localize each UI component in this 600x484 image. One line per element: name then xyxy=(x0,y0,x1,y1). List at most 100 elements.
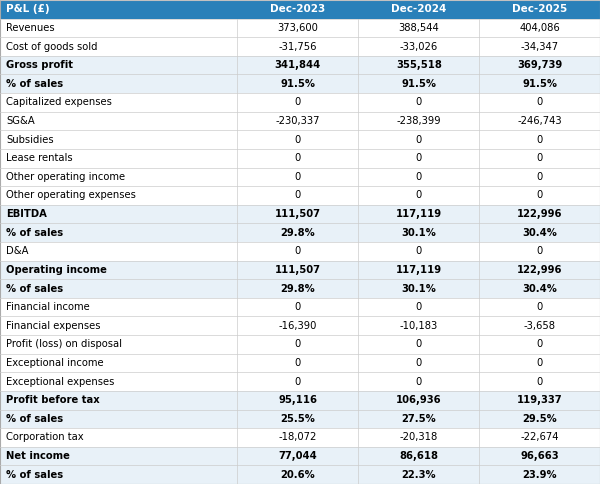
Bar xyxy=(237,298,358,317)
Text: SG&A: SG&A xyxy=(6,116,35,126)
Bar xyxy=(479,242,600,260)
Bar xyxy=(0,186,237,205)
Bar xyxy=(0,466,237,484)
Bar xyxy=(0,428,237,447)
Text: Profit (loss) on disposal: Profit (loss) on disposal xyxy=(6,339,122,349)
Text: 22.3%: 22.3% xyxy=(401,469,436,480)
Text: 0: 0 xyxy=(536,339,543,349)
Text: 27.5%: 27.5% xyxy=(401,414,436,424)
Text: 23.9%: 23.9% xyxy=(523,469,557,480)
Bar xyxy=(358,354,479,372)
Bar xyxy=(0,56,237,75)
Bar xyxy=(479,428,600,447)
Bar xyxy=(237,354,358,372)
Text: -238,399: -238,399 xyxy=(397,116,441,126)
Text: 0: 0 xyxy=(416,377,422,387)
Text: Net income: Net income xyxy=(6,451,70,461)
Text: 0: 0 xyxy=(295,135,301,145)
Bar xyxy=(0,37,237,56)
Bar xyxy=(237,75,358,93)
Bar xyxy=(0,205,237,224)
Text: Subsidies: Subsidies xyxy=(6,135,53,145)
Bar xyxy=(237,149,358,167)
Text: 0: 0 xyxy=(295,97,301,107)
Bar xyxy=(479,186,600,205)
Text: 0: 0 xyxy=(536,153,543,163)
Text: Financial expenses: Financial expenses xyxy=(6,321,101,331)
Text: Gross profit: Gross profit xyxy=(6,60,73,70)
Bar xyxy=(479,372,600,391)
Bar xyxy=(0,391,237,409)
Text: -22,674: -22,674 xyxy=(520,433,559,442)
Text: 0: 0 xyxy=(416,135,422,145)
Text: 0: 0 xyxy=(295,302,301,312)
Bar xyxy=(358,0,479,18)
Text: -230,337: -230,337 xyxy=(275,116,320,126)
Bar xyxy=(0,0,237,18)
Text: 91.5%: 91.5% xyxy=(280,79,315,89)
Text: 0: 0 xyxy=(536,191,543,200)
Bar xyxy=(0,354,237,372)
Text: 0: 0 xyxy=(416,246,422,257)
Text: 30.4%: 30.4% xyxy=(522,284,557,293)
Bar xyxy=(0,18,237,37)
Text: 0: 0 xyxy=(295,172,301,182)
Bar xyxy=(0,317,237,335)
Text: % of sales: % of sales xyxy=(6,284,63,293)
Text: -18,072: -18,072 xyxy=(278,433,317,442)
Text: -16,390: -16,390 xyxy=(278,321,317,331)
Bar xyxy=(358,279,479,298)
Text: 0: 0 xyxy=(416,302,422,312)
Text: 0: 0 xyxy=(536,135,543,145)
Text: % of sales: % of sales xyxy=(6,469,63,480)
Text: 373,600: 373,600 xyxy=(277,23,318,33)
Text: -33,026: -33,026 xyxy=(400,42,438,51)
Bar xyxy=(237,56,358,75)
Text: 77,044: 77,044 xyxy=(278,451,317,461)
Bar xyxy=(0,279,237,298)
Text: 0: 0 xyxy=(416,97,422,107)
Bar xyxy=(479,18,600,37)
Bar xyxy=(237,112,358,130)
Bar xyxy=(479,37,600,56)
Bar xyxy=(479,335,600,354)
Text: Other operating expenses: Other operating expenses xyxy=(6,191,136,200)
Bar xyxy=(237,447,358,466)
Bar xyxy=(237,372,358,391)
Bar xyxy=(358,298,479,317)
Bar xyxy=(479,409,600,428)
Bar xyxy=(479,279,600,298)
Bar xyxy=(237,167,358,186)
Bar xyxy=(237,409,358,428)
Text: Cost of goods sold: Cost of goods sold xyxy=(6,42,97,51)
Bar xyxy=(479,112,600,130)
Bar xyxy=(358,391,479,409)
Bar xyxy=(358,149,479,167)
Text: % of sales: % of sales xyxy=(6,414,63,424)
Bar xyxy=(479,56,600,75)
Bar xyxy=(358,75,479,93)
Text: 29.5%: 29.5% xyxy=(523,414,557,424)
Text: 111,507: 111,507 xyxy=(275,209,320,219)
Bar xyxy=(0,93,237,112)
Text: 96,663: 96,663 xyxy=(520,451,559,461)
Text: 0: 0 xyxy=(416,339,422,349)
Bar xyxy=(237,260,358,279)
Text: 0: 0 xyxy=(536,246,543,257)
Bar xyxy=(237,335,358,354)
Text: Exceptional income: Exceptional income xyxy=(6,358,104,368)
Bar xyxy=(479,466,600,484)
Bar xyxy=(479,130,600,149)
Bar xyxy=(0,372,237,391)
Bar xyxy=(479,447,600,466)
Bar xyxy=(358,205,479,224)
Text: D&A: D&A xyxy=(6,246,29,257)
Bar xyxy=(0,224,237,242)
Bar xyxy=(358,93,479,112)
Text: 0: 0 xyxy=(536,377,543,387)
Bar xyxy=(237,224,358,242)
Bar xyxy=(0,75,237,93)
Text: 95,116: 95,116 xyxy=(278,395,317,405)
Text: Profit before tax: Profit before tax xyxy=(6,395,100,405)
Text: 0: 0 xyxy=(295,358,301,368)
